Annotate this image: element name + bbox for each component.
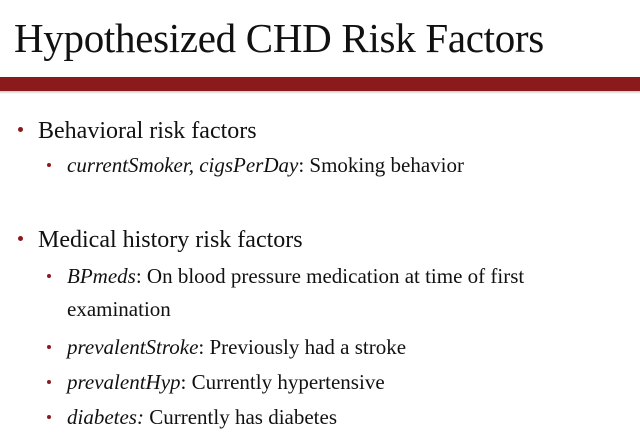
bullet-prevalentstroke: prevalentStroke: Previously had a stroke [47, 334, 406, 361]
variable-description-continued: examination [67, 297, 171, 321]
variable-name: diabetes: [67, 405, 144, 429]
variable-description: Currently hypertensive [191, 370, 385, 394]
bullet-dot-icon [47, 380, 51, 384]
bullet-dot-icon [47, 345, 51, 349]
variable-description: Currently has diabetes [149, 405, 338, 429]
title-accent-bar [0, 77, 640, 91]
bullet-prevalenthyp: prevalentHyp: Currently hypertensive [47, 369, 385, 396]
list-item: BPmeds: On blood pressure medication at … [67, 264, 525, 288]
variable-description: Smoking behavior [309, 153, 464, 177]
variable-name: currentSmoker, cigsPerDay [67, 153, 299, 177]
slide-title: Hypothesized CHD Risk Factors [14, 15, 544, 61]
bullet-diabetes: diabetes: Currently has diabetes [47, 404, 337, 431]
bullet-behavioral-risk-factors: Behavioral risk factors [18, 116, 257, 146]
list-item: prevalentHyp: Currently hypertensive [67, 370, 385, 394]
title-bar-shadow [0, 91, 640, 94]
section-heading: Medical history risk factors [38, 227, 303, 253]
bullet-medical-history-risk-factors: Medical history risk factors [18, 225, 303, 255]
bullet-dot-icon [47, 274, 51, 278]
bullet-bpmeds: BPmeds: On blood pressure medication at … [47, 263, 524, 290]
list-item: diabetes: Currently has diabetes [67, 404, 337, 431]
list-item: prevalentStroke: Previously had a stroke [67, 335, 407, 359]
bullet-dot-icon [18, 127, 23, 132]
variable-name: prevalentHyp [67, 370, 181, 394]
list-item: currentSmoker, cigsPerDay: Smoking behav… [67, 153, 464, 177]
bullet-dot-icon [47, 163, 51, 167]
bullet-smoking-behavior: currentSmoker, cigsPerDay: Smoking behav… [47, 152, 464, 179]
variable-name: BPmeds [67, 264, 136, 288]
variable-name: prevalentStroke [67, 335, 199, 359]
variable-description: On blood pressure medication at time of … [146, 264, 525, 288]
bullet-dot-icon [18, 236, 23, 241]
section-heading: Behavioral risk factors [38, 118, 257, 144]
bullet-dot-icon [47, 415, 51, 419]
variable-description: Previously had a stroke [209, 335, 407, 359]
